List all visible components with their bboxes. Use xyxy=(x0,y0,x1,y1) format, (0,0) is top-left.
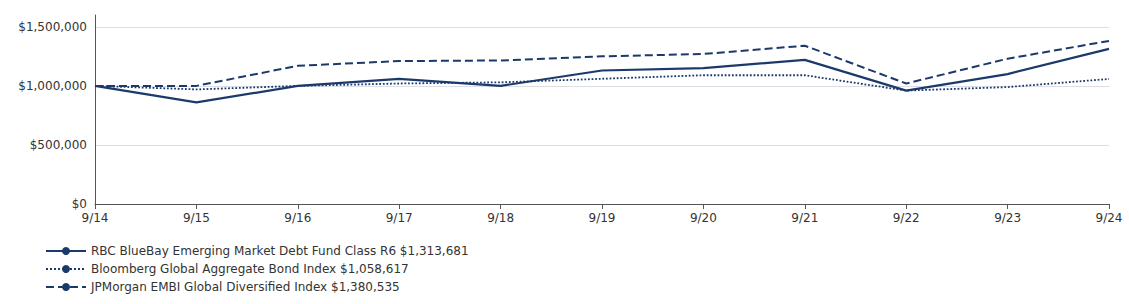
svg-text:9/17: 9/17 xyxy=(386,211,413,225)
svg-text:9/21: 9/21 xyxy=(791,211,818,225)
svg-text:JPMorgan EMBI Global Diversifi: JPMorgan EMBI Global Diversified Index $… xyxy=(90,280,400,294)
svg-text:9/16: 9/16 xyxy=(284,211,311,225)
svg-text:9/24: 9/24 xyxy=(1096,211,1123,225)
svg-text:9/20: 9/20 xyxy=(690,211,717,225)
svg-text:9/23: 9/23 xyxy=(994,211,1021,225)
svg-text:$1,000,000: $1,000,000 xyxy=(18,79,87,93)
svg-text:RBC BlueBay Emerging Market De: RBC BlueBay Emerging Market Debt Fund Cl… xyxy=(91,244,469,258)
svg-text:$0: $0 xyxy=(72,197,87,211)
svg-text:$1,500,000: $1,500,000 xyxy=(18,20,87,34)
svg-text:$500,000: $500,000 xyxy=(30,138,87,152)
svg-text:9/18: 9/18 xyxy=(487,211,514,225)
svg-text:Bloomberg Global Aggregate Bon: Bloomberg Global Aggregate Bond Index $1… xyxy=(91,262,409,276)
svg-text:9/19: 9/19 xyxy=(589,211,616,225)
svg-text:9/14: 9/14 xyxy=(82,211,109,225)
svg-text:9/15: 9/15 xyxy=(183,211,210,225)
svg-text:9/22: 9/22 xyxy=(893,211,920,225)
